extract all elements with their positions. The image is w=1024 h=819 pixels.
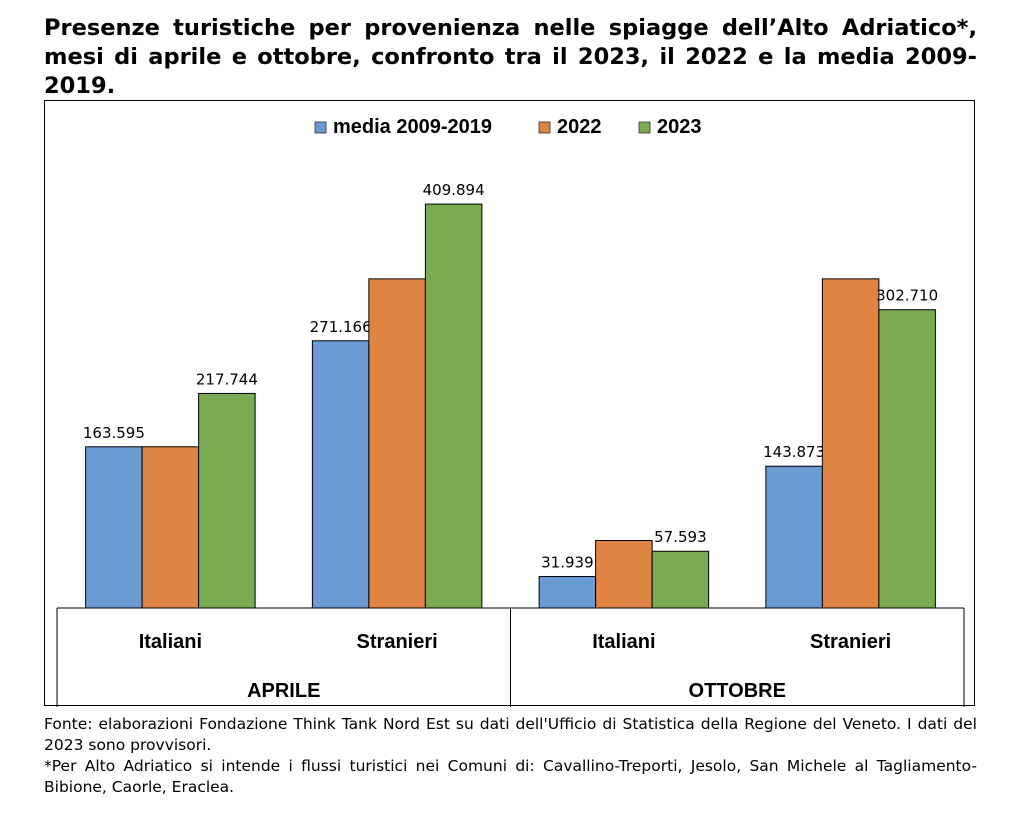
data-label-2023-3: 302.710 <box>876 287 938 305</box>
category-label-1: Stranieri <box>357 631 438 653</box>
bar-2023-1 <box>424 203 483 609</box>
area-note: *Per Alto Adriatico si intende i flussi … <box>44 757 977 796</box>
data-label-2023-0: 217.744 <box>196 370 258 388</box>
chart-area: media 2009-2019 2022 2023 163.595 217.744 Ita… <box>44 100 975 707</box>
bar-2022-1 <box>368 278 426 609</box>
bar-media-2009-2019-2 <box>538 576 597 609</box>
legend-label-2022: 2022 <box>557 116 602 138</box>
bar-2023-2 <box>651 550 710 609</box>
data-label-media-2009-2019-2: 31.939 <box>541 554 594 572</box>
bar-media-2009-2019-0 <box>85 446 143 609</box>
bar-2022-2 <box>595 539 653 609</box>
category-label-3: Stranieri <box>810 631 891 653</box>
bar-2022-0 <box>141 446 200 609</box>
group-label-aprile: APRILE <box>247 680 320 702</box>
legend-swatch-2022 <box>538 121 551 134</box>
data-label-media-2009-2019-0: 163.595 <box>83 424 145 442</box>
legend-swatch-media-2009-2019 <box>314 121 327 134</box>
bar-2023-0 <box>198 392 256 609</box>
data-label-2023-1: 409.894 <box>423 181 485 199</box>
bar-media-2009-2019-3 <box>765 465 823 609</box>
chart-title: Presenze turistiche per provenienza nell… <box>44 15 977 99</box>
data-label-2023-2: 57.593 <box>654 528 707 546</box>
legend-label-2023: 2023 <box>657 116 702 138</box>
bar-media-2009-2019-1 <box>311 340 370 609</box>
category-label-2: Italiani <box>592 631 655 653</box>
bar-2022-3 <box>821 278 880 609</box>
legend-swatch-2023 <box>638 121 651 134</box>
bar-chart: media 2009-2019 2022 2023 163.595 217.744 Ita… <box>56 116 965 707</box>
data-label-media-2009-2019-3: 143.873 <box>763 443 825 461</box>
footer: Fonte: elaborazioni Fondazione Think Tan… <box>44 714 977 798</box>
source-note: Fonte: elaborazioni Fondazione Think Tan… <box>44 715 977 754</box>
legend-label-media-2009-2019: media 2009-2019 <box>333 116 492 138</box>
category-label-0: Italiani <box>139 631 202 653</box>
data-label-media-2009-2019-1: 271.166 <box>310 318 372 336</box>
group-label-ottobre: OTTOBRE <box>689 680 786 702</box>
bar-2023-3 <box>878 309 936 609</box>
